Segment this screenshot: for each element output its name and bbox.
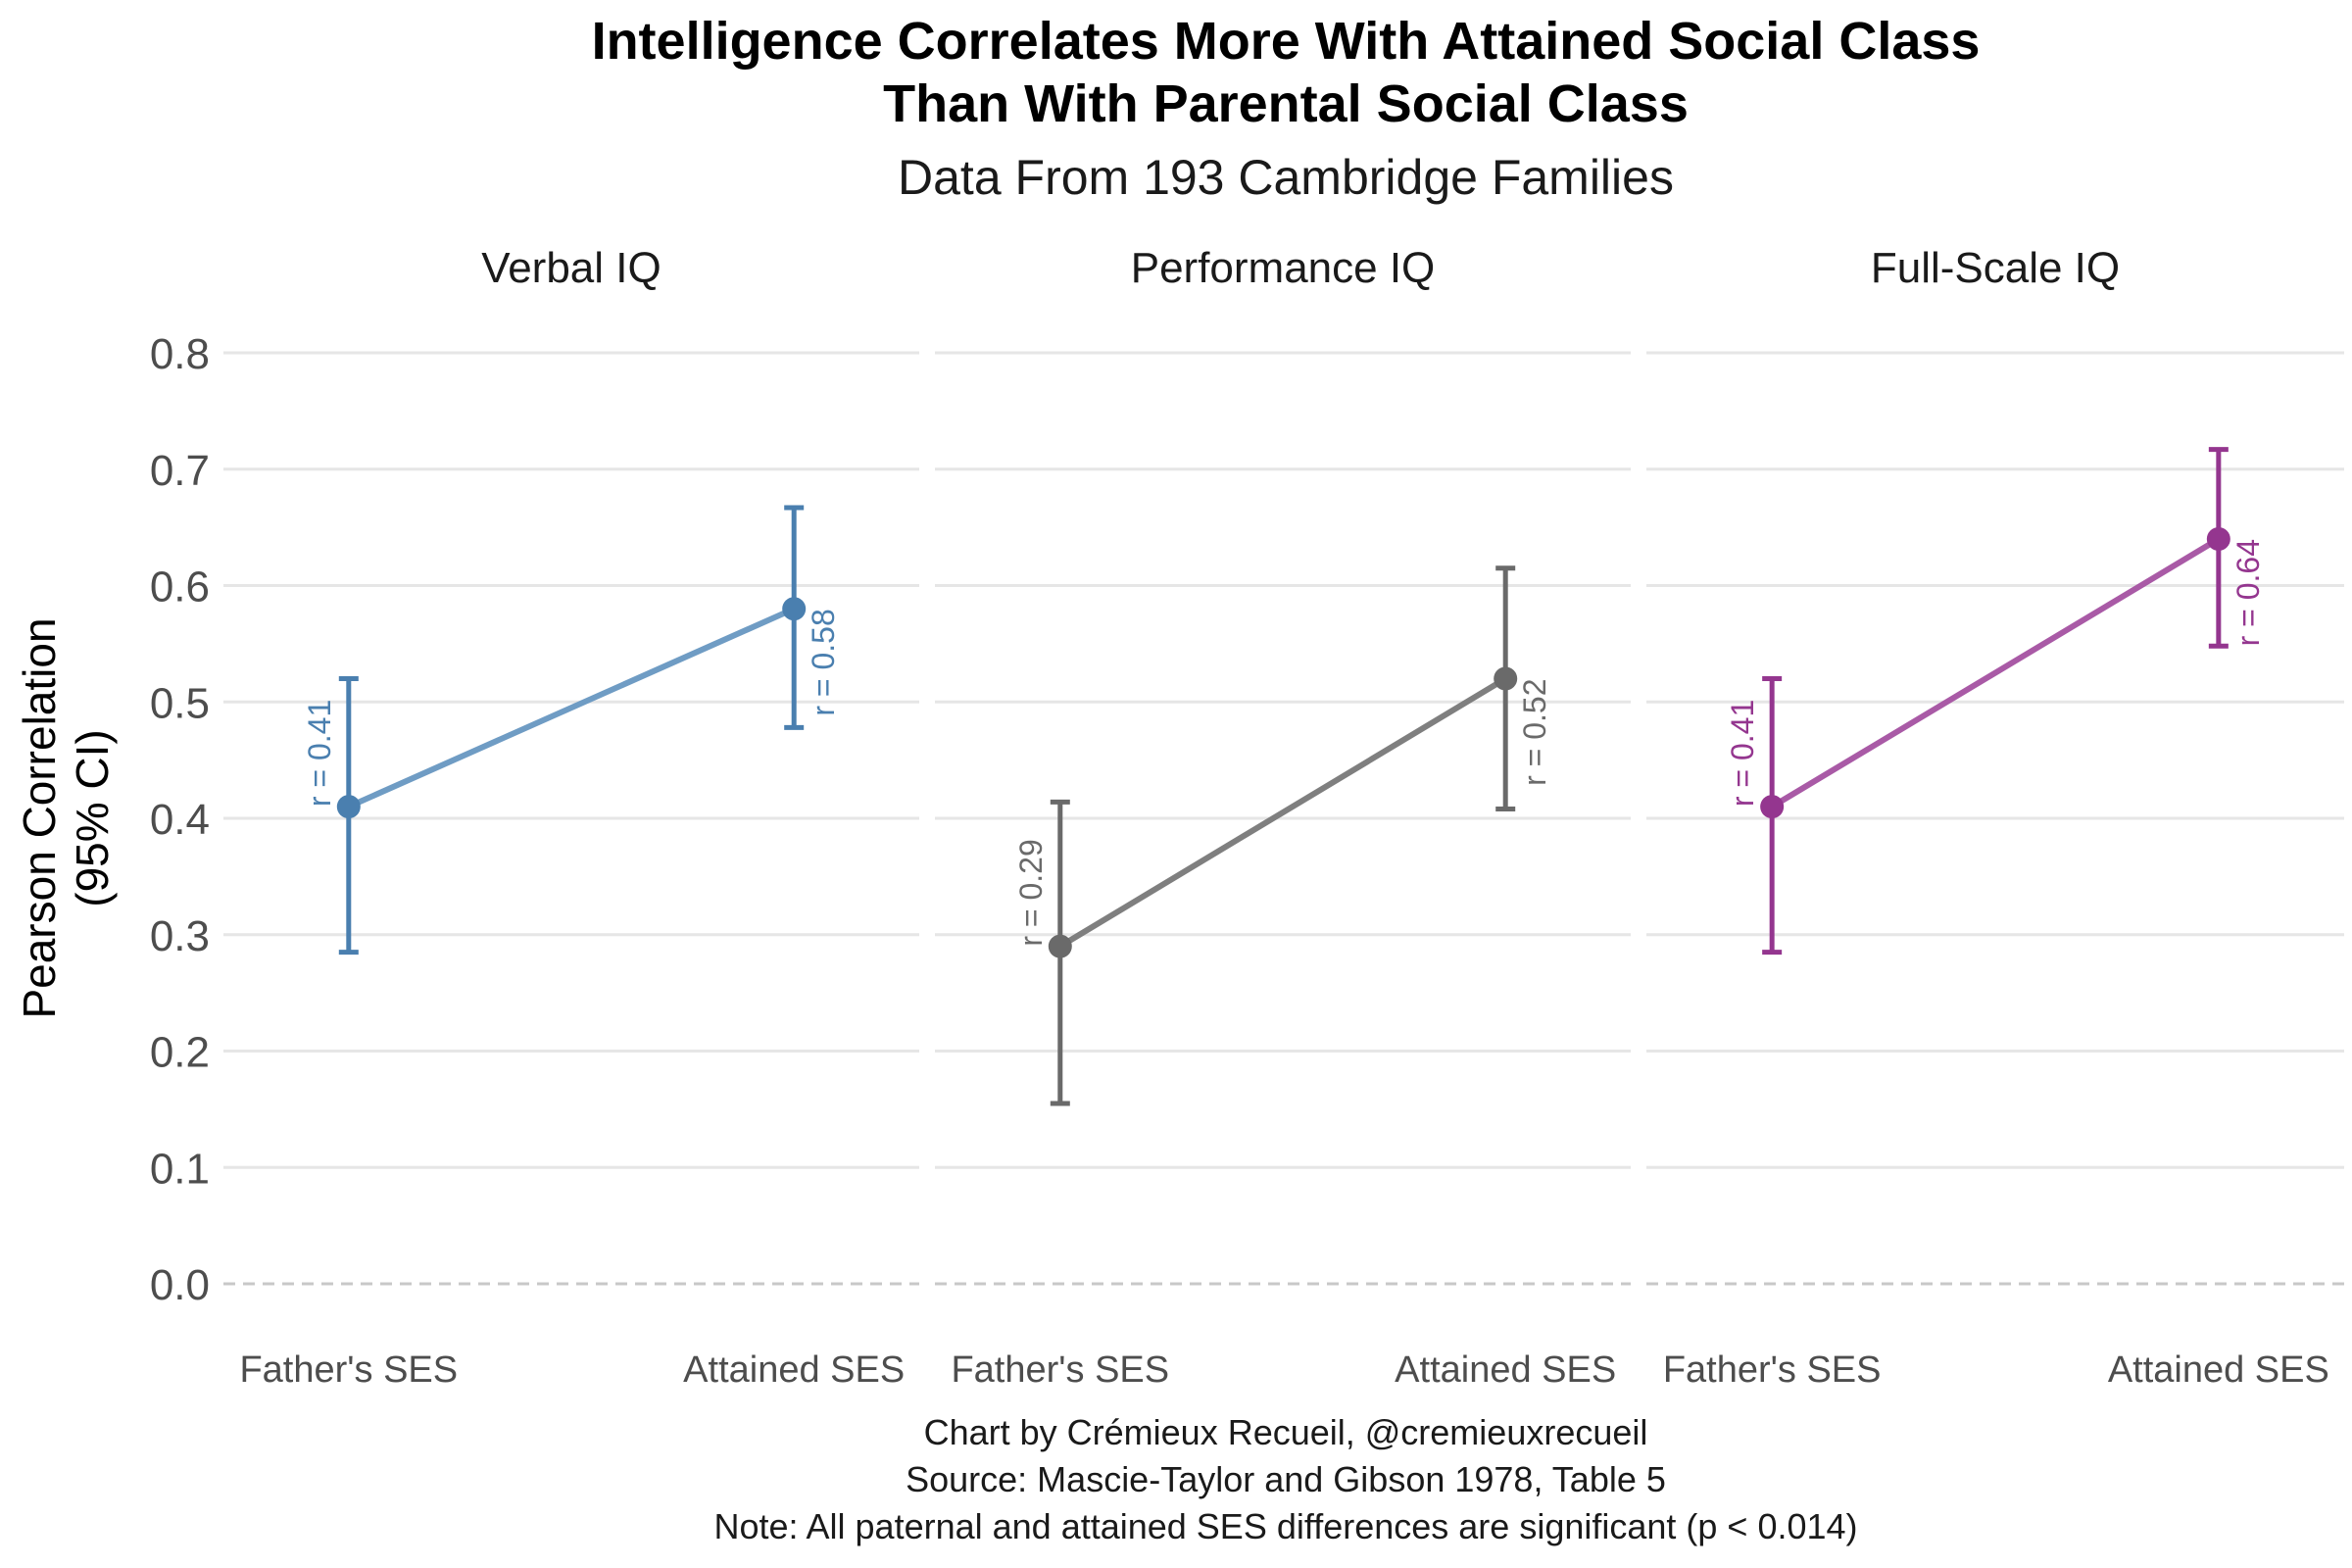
panel-title: Performance IQ — [1131, 244, 1436, 292]
data-point — [782, 597, 807, 621]
y-tick-label: 0.6 — [150, 564, 210, 612]
data-point — [1494, 666, 1518, 691]
caption-credit: Chart by Crémieux Recueil, @cremieuxrecu… — [924, 1412, 1648, 1452]
panel-title: Verbal IQ — [481, 244, 661, 292]
data-label: r = 0.58 — [806, 609, 841, 715]
data-label: r = 0.29 — [1013, 839, 1049, 946]
data-point — [2206, 527, 2230, 551]
data-label: r = 0.64 — [2230, 539, 2266, 646]
caption-note: Note: All paternal and attained SES diff… — [713, 1506, 1857, 1546]
y-axis-label: Pearson Correlation — [14, 617, 65, 1018]
data-label: r = 0.41 — [1725, 700, 1760, 807]
data-label: r = 0.52 — [1517, 679, 1552, 786]
series-line — [1056, 675, 1509, 950]
x-tick-label: Attained SES — [2108, 1349, 2329, 1391]
caption-source: Source: Mascie-Taylor and Gibson 1978, T… — [906, 1459, 1666, 1499]
y-tick-label: 0.1 — [150, 1145, 210, 1193]
x-tick-label: Attained SES — [1395, 1349, 1616, 1391]
y-tick-label: 0.0 — [150, 1261, 210, 1309]
y-tick-label: 0.2 — [150, 1029, 210, 1077]
x-tick-label: Father's SES — [951, 1349, 1169, 1391]
y-axis-label-line2: (95% CI) — [67, 729, 118, 906]
chart-title-line2: Than With Parental Social Class — [883, 74, 1689, 133]
y-tick-label: 0.4 — [150, 796, 210, 844]
x-tick-label: Father's SES — [239, 1349, 458, 1391]
x-tick-label: Father's SES — [1663, 1349, 1882, 1391]
panel-title: Full-Scale IQ — [1871, 244, 2120, 292]
data-point — [1760, 795, 1785, 819]
series-line — [345, 606, 798, 810]
chart-title: Intelligence Correlates More With Attain… — [592, 12, 1981, 71]
y-tick-label: 0.5 — [150, 679, 210, 727]
data-point — [1048, 934, 1072, 958]
chart-subtitle: Data From 193 Cambridge Families — [898, 150, 1674, 205]
y-tick-label: 0.3 — [150, 912, 210, 960]
series-line — [1769, 536, 2222, 810]
data-point — [336, 795, 361, 819]
data-label: r = 0.41 — [302, 700, 337, 807]
y-tick-label: 0.8 — [150, 330, 210, 378]
plot-area: 0.0 0.1 0.2 0.3 0.4 0.5 0.6 0.7 0.8 Verbal IQ Fath… — [150, 244, 2344, 1391]
x-tick-label: Attained SES — [683, 1349, 905, 1391]
y-tick-label: 0.7 — [150, 447, 210, 495]
